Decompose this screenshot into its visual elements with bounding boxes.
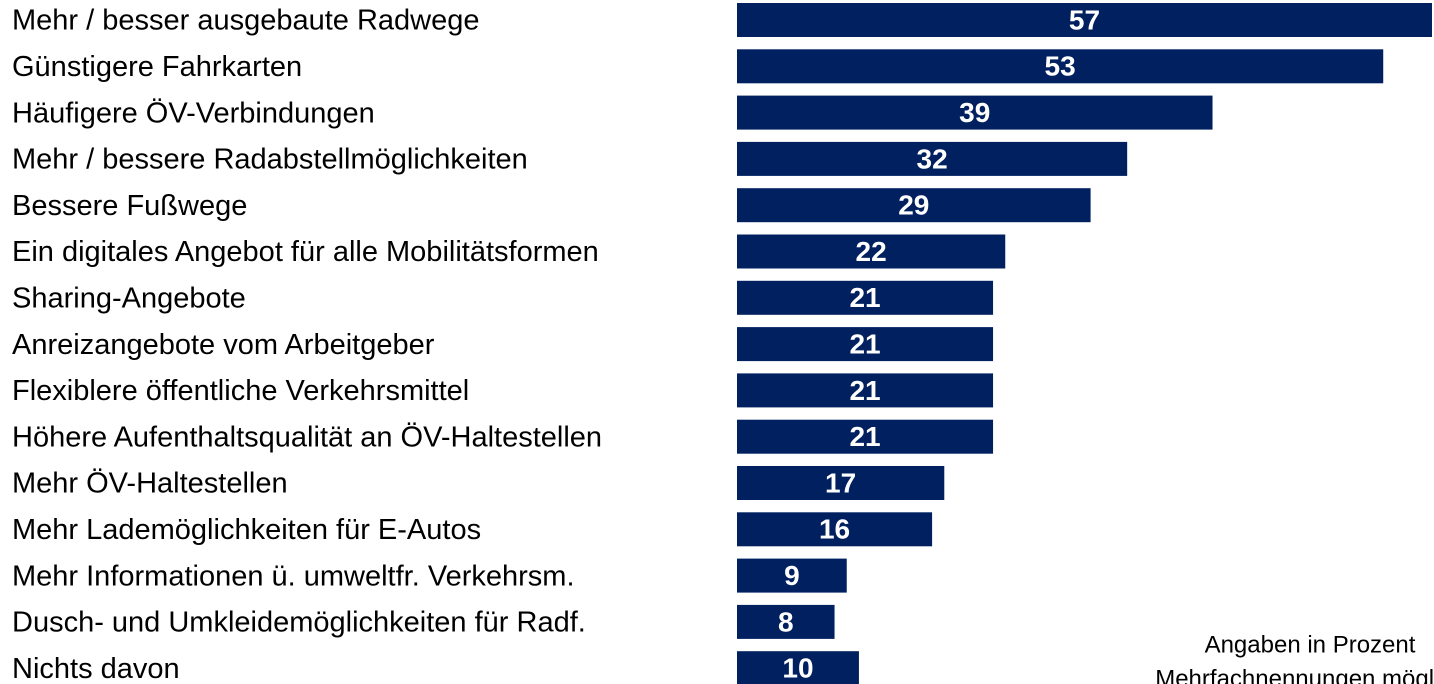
- value-label: 16: [819, 514, 850, 545]
- value-label: 21: [849, 282, 880, 313]
- value-label: 8: [778, 606, 794, 637]
- bar: [737, 373, 994, 408]
- category-label: Mehr / bessere Radabstellmöglichkeiten: [12, 144, 528, 176]
- value-label: 21: [849, 421, 880, 452]
- category-label: Anreizangebote vom Arbeitgeber: [12, 329, 435, 361]
- category-label: Mehr ÖV-Haltestellen: [12, 468, 288, 500]
- bar: [737, 558, 847, 593]
- bar: [737, 141, 1128, 176]
- value-label: 39: [959, 97, 990, 128]
- bar: [737, 327, 994, 362]
- category-label: Sharing-Angebote: [12, 282, 246, 314]
- category-label: Dusch- und Umkleidemöglichkeiten für Rad…: [12, 607, 586, 639]
- bar: [737, 188, 1091, 223]
- bar: [737, 604, 835, 639]
- value-label: 9: [784, 560, 800, 591]
- value-label: 53: [1045, 51, 1076, 82]
- bar: [737, 419, 994, 454]
- category-label: Bessere Fußwege: [12, 190, 247, 222]
- category-label: Mehr Informationen ü. umweltfr. Verkehrs…: [12, 560, 575, 592]
- bar: [737, 512, 933, 547]
- value-label: 29: [898, 190, 929, 221]
- bar: [737, 651, 859, 684]
- bar: [737, 95, 1213, 130]
- category-label: Mehr Lademöglichkeiten für E-Autos: [12, 514, 481, 546]
- bar: [737, 234, 1006, 269]
- category-label: Höhere Aufenthaltsqualität an ÖV-Haltest…: [12, 421, 602, 453]
- value-label: 17: [825, 467, 856, 498]
- value-label: 10: [782, 653, 813, 684]
- bar: [737, 280, 994, 315]
- bar: [737, 3, 1432, 37]
- category-label: Mehr / besser ausgebaute Radwege: [12, 5, 480, 37]
- value-label: 57: [1069, 4, 1100, 35]
- value-label: 32: [917, 143, 948, 174]
- category-label: Nichts davon: [12, 653, 180, 684]
- bar: [737, 49, 1384, 84]
- category-label: Flexiblere öffentliche Verkehrsmittel: [12, 375, 469, 407]
- category-label: Ein digitales Angebot für alle Mobilität…: [12, 236, 599, 268]
- category-label: Häufigere ÖV-Verbindungen: [12, 97, 375, 129]
- value-label: 22: [856, 236, 887, 267]
- category-label: Günstigere Fahrkarten: [12, 51, 302, 83]
- annotation: Angaben in Prozent: [1205, 631, 1416, 658]
- value-label: 21: [849, 375, 880, 406]
- annotation: Mehrfachnennungen möglich: [1155, 665, 1434, 684]
- bar: [737, 466, 945, 500]
- value-label: 21: [849, 328, 880, 359]
